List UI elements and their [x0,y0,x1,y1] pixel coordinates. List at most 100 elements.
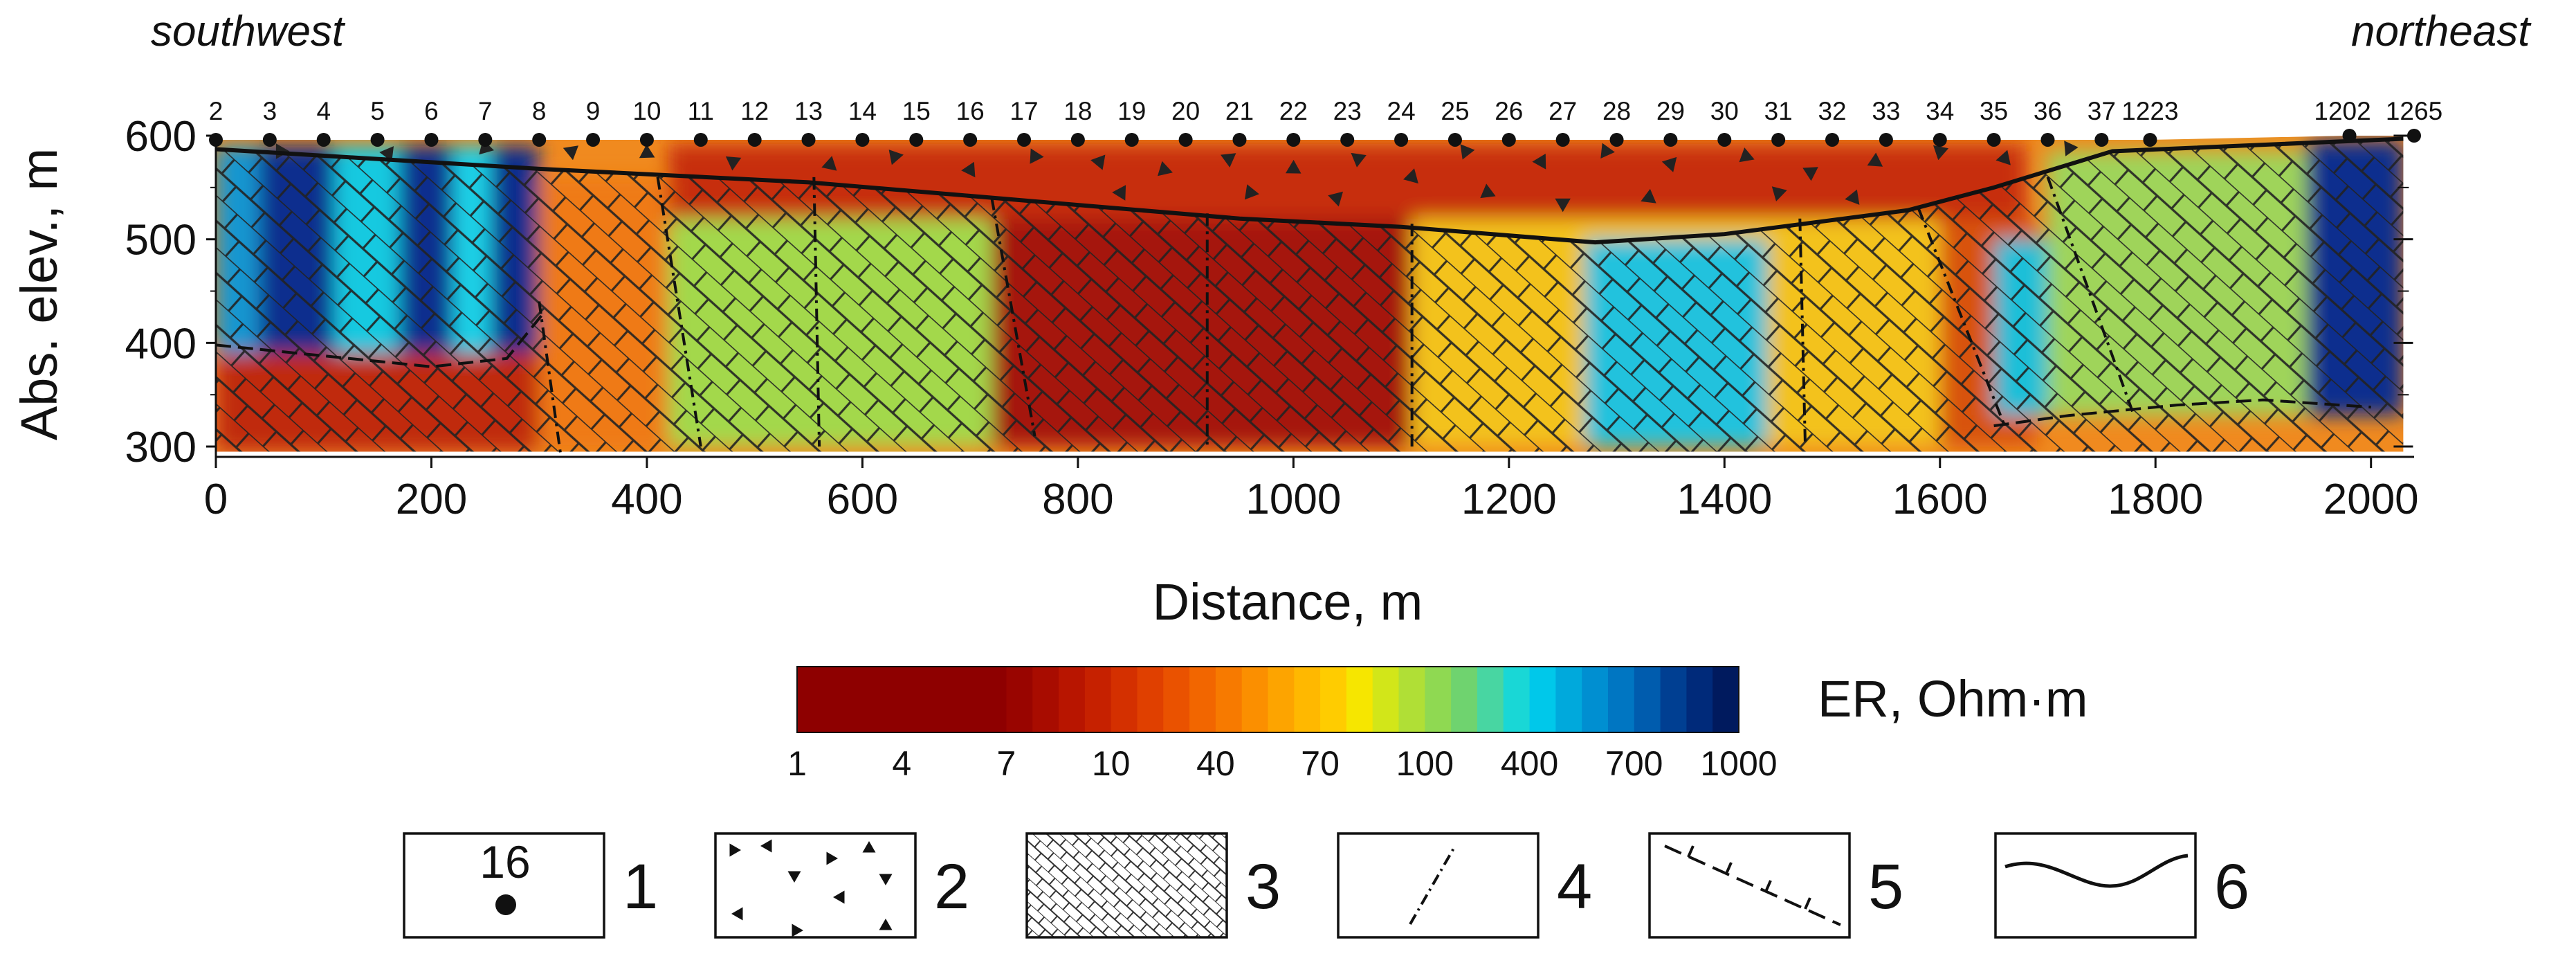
colorbar-swatch [1189,667,1216,732]
electrode-dot [1394,132,1409,147]
sediment-triangle [1351,152,1367,168]
electrode-label: 11 [688,97,714,125]
electrode-dot [639,132,654,147]
legend-triangle [731,907,743,921]
electrode-dot [1986,132,2001,147]
fault-line-7 [1917,208,2007,426]
electrode-label: 8 [532,97,547,125]
colorbar-swatch [1477,667,1504,732]
colorbar-frame [796,666,1739,733]
legend: 16 1 2 3 4 5 [403,832,2249,939]
colorbar-tick-label: 40 [1196,744,1235,783]
x-tick-label: 1600 [1892,476,1988,523]
bedrock-top-boundary [215,136,2404,245]
electrode-dot [316,132,331,147]
electrode-label: 31 [1764,97,1793,125]
colorbar: 1 4 7 10 40 70 100 400 700 1000 [787,666,1778,783]
electrode-dot [909,132,924,147]
sediment-triangle [1995,150,2011,165]
legend-triangle [760,839,772,853]
electrode-label: 14 [848,97,877,125]
electrode-dot [262,132,277,147]
x-tick-label: 800 [1042,476,1113,523]
legend-triangle [879,874,893,885]
colorbar-swatch [1607,667,1635,732]
sediment-triangle [1555,198,1571,213]
electrode-label: 13 [794,97,823,125]
electrode-label: 5 [370,97,385,125]
electrode-label: 30 [1710,97,1739,125]
sediment-triangle [1867,152,1883,167]
colorbar-swatch [928,667,955,732]
sediment-triangle [1661,156,1677,172]
sediment-triangle [2064,141,2079,156]
electrode-dot [855,132,870,147]
sediment-triangle [1933,145,1949,161]
sediment-triangle [961,161,976,178]
electrode-label: 10 [632,97,661,125]
electrode-dot [1663,132,1678,147]
sediment-triangles-icon [729,839,893,937]
electrode-label: 9 [586,97,601,125]
electrode-label: 32 [1818,97,1846,125]
electrode-label: 22 [1279,97,1308,125]
electrode-label: 12 [740,97,769,125]
legend-triangle [879,919,893,930]
legend-number-1: 1 [623,851,658,922]
legend-box-1 [403,832,605,939]
northeast-label: northeast [2351,8,2532,55]
electrode-label: 16 [956,97,985,125]
legend-box-2 [714,832,917,939]
colorbar-tick-label: 1 [787,744,807,783]
electrode-dot [1771,132,1786,147]
electrode-dot [1879,132,1893,147]
colorbar-swatch [1634,667,1661,732]
legend-item-4: 4 [1337,832,1592,939]
sediment-triangle [888,150,904,165]
colorbar-swatch [1241,667,1269,732]
fault-line-2 [812,177,821,447]
x-ticks: 0 200 400 600 800 1000 1200 1400 1600 1800 2000 [204,456,2419,523]
colorbar-tick-label: 70 [1301,744,1340,783]
x-tick-label: 400 [611,476,682,523]
sediment-triangle [1641,188,1656,204]
colorbar-swatch [1137,667,1164,732]
legend-box-4 [1337,832,1540,939]
legend-triangle [826,851,838,865]
electrode-label: 37 [2088,97,2116,125]
electrode-dot [1933,132,1947,147]
electrode-dot-icon [495,894,516,915]
colorbar-swatch [1294,667,1321,732]
electrode-label: 34 [1926,97,1954,125]
legend-triangle [729,843,741,857]
electrode-dot [2094,132,2109,147]
sediment-triangle [563,145,578,161]
colorbar-swatch [1372,667,1400,732]
sediment-triangle-markers [275,139,2079,213]
electrode-label: 36 [2034,97,2062,125]
sediment-triangle [1030,148,1044,164]
electrode-label: 23 [1333,97,1362,125]
electrode-dot [801,132,816,147]
electrode-dot [1609,132,1624,147]
colorbar-swatch [1268,667,1295,732]
electrode-dot [2143,132,2157,147]
solid-boundary-icon [2004,854,2189,888]
colorbar-swatch [1712,667,1739,732]
legend-triangle [833,890,845,904]
colorbar-tick-label: 7 [997,744,1016,783]
sediment-triangle [1158,161,1173,177]
x-tick-label: 1000 [1245,476,1341,523]
electrode-dot [1017,132,1032,147]
electrode-markers: 2 3 4 5 6 7 8 9 10 11 12 13 14 15 16 17 18 19 20 21 22 23 24 25… [209,97,2442,147]
electrode-dot [1717,132,1732,147]
sediment-triangle [1460,144,1475,160]
electrode-label: 35 [1980,97,2008,125]
legend-triangle [862,841,876,853]
electrode-dot [693,132,708,147]
colorbar-swatch [953,667,981,732]
y-axis-label: Abs. elev., m [10,148,68,440]
legend-item-6: 6 [1994,832,2249,939]
electrode-label: 26 [1495,97,1523,125]
